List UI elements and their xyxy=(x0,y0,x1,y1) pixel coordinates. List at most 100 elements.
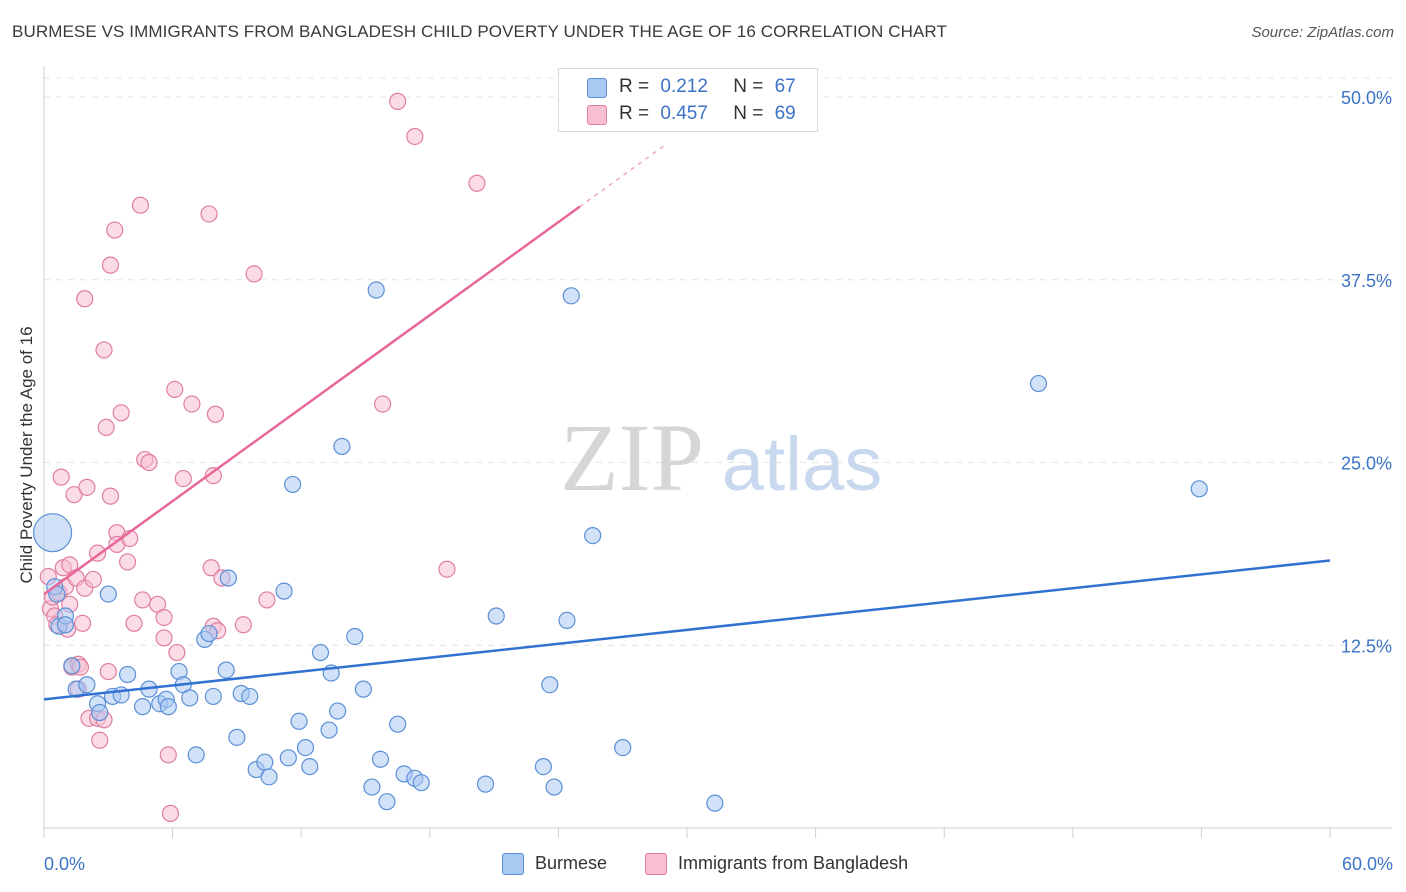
burmese-point xyxy=(311,643,330,662)
burmese-point xyxy=(78,676,96,694)
y-tick-label: 37.5% xyxy=(1341,271,1392,291)
burmese-point xyxy=(706,794,724,812)
bangladesh-point xyxy=(76,290,94,308)
bangladesh-point xyxy=(468,174,486,192)
legend-n-label: N = xyxy=(733,76,764,97)
burmese-point xyxy=(133,698,152,716)
bangladesh-point xyxy=(91,731,109,749)
y-tick-label: 12.5% xyxy=(1341,636,1392,656)
burmese-point xyxy=(562,287,580,305)
burmese-point xyxy=(219,569,237,587)
burmese-point xyxy=(1029,374,1048,393)
bangladesh-point xyxy=(166,380,184,398)
bangladesh-point xyxy=(161,804,180,822)
bangladesh-point xyxy=(106,221,124,239)
burmese-point xyxy=(367,281,385,299)
bangladesh-point xyxy=(133,591,152,609)
series-immigrants-bangladesh-points xyxy=(39,92,486,822)
legend-bottom-swatch-bangladesh xyxy=(645,853,667,875)
bangladesh-point xyxy=(101,256,120,274)
burmese-point xyxy=(63,657,81,675)
bangladesh-point xyxy=(204,467,222,485)
burmese-point xyxy=(301,757,319,776)
trend-lines xyxy=(43,144,1331,701)
bangladesh-point xyxy=(65,486,83,504)
series-burmese-points xyxy=(32,281,1208,812)
burmese-point xyxy=(228,728,246,746)
burmese-point xyxy=(320,721,338,739)
burmese-point xyxy=(389,715,407,733)
bangladesh-point xyxy=(84,570,102,589)
x-tick-label-min: 0.0% xyxy=(44,854,85,874)
bangladesh-point xyxy=(234,616,252,634)
bangladesh-point xyxy=(125,614,143,632)
burmese-point xyxy=(284,475,302,494)
legend-r-value: 0.457 xyxy=(660,103,708,124)
burmese-point xyxy=(541,676,559,694)
x-tick-label-max: 60.0% xyxy=(1342,854,1393,874)
burmese-point xyxy=(187,746,205,764)
bangladesh-point xyxy=(95,341,113,359)
chart-title: BURMESE VS IMMIGRANTS FROM BANGLADESH CH… xyxy=(12,22,947,41)
bangladesh-point xyxy=(406,127,424,146)
burmese-point xyxy=(279,749,297,767)
burmese-point xyxy=(159,698,177,716)
burmese-point xyxy=(476,775,495,793)
burmese-point xyxy=(275,582,293,600)
bangladesh-point xyxy=(374,395,392,413)
grid-lines xyxy=(44,77,1392,646)
legend-bottom-swatch-burmese xyxy=(502,853,524,875)
bangladesh-point xyxy=(101,487,120,505)
axes xyxy=(43,66,1392,838)
bangladesh-point xyxy=(183,395,201,413)
burmese-point xyxy=(558,611,576,629)
burmese-point xyxy=(614,738,632,757)
burmese-point xyxy=(346,627,364,646)
burmese-point xyxy=(378,793,396,811)
watermark-zip: ZIP xyxy=(560,404,704,511)
burmese-point xyxy=(584,526,602,545)
bangladesh-point xyxy=(52,468,70,486)
bangladesh-point xyxy=(131,196,150,214)
burmese-point xyxy=(217,661,235,679)
burmese-point xyxy=(32,513,73,553)
burmese-point xyxy=(200,624,218,643)
bangladesh-point xyxy=(245,265,263,283)
burmese-point xyxy=(260,768,278,786)
tick-labels: 12.5% 25.0% 37.5% 50.0% 0.0% 60.0% xyxy=(44,88,1393,874)
bangladesh-point xyxy=(99,662,117,681)
legend-swatch-bangladesh xyxy=(587,105,607,125)
chart-source: Source: ZipAtlas.com xyxy=(1251,24,1394,41)
legend-n-label: N = xyxy=(733,103,764,124)
burmese-point xyxy=(412,774,430,792)
watermark-atlas: atlas xyxy=(722,422,883,507)
y-tick-label: 50.0% xyxy=(1341,88,1392,108)
bangladesh-point xyxy=(202,559,220,577)
burmese-point xyxy=(363,778,381,796)
legend-stats: R = 0.212 N = 67 R = 0.457 N = 69 xyxy=(558,68,818,132)
burmese-point xyxy=(99,585,117,603)
legend-bottom-label-burmese: Burmese xyxy=(535,853,608,873)
bangladesh-point xyxy=(159,746,177,764)
trend-line-burmese xyxy=(43,559,1331,701)
burmese-point xyxy=(118,665,137,684)
bangladesh-point xyxy=(97,418,115,437)
legend-r-label: R = xyxy=(619,76,650,97)
bangladesh-point xyxy=(168,643,186,662)
bangladesh-point xyxy=(438,560,456,578)
bangladesh-point xyxy=(78,478,96,496)
burmese-point xyxy=(354,680,372,698)
bangladesh-point xyxy=(140,453,158,472)
burmese-point xyxy=(56,616,75,634)
burmese-point xyxy=(1190,480,1208,498)
bangladesh-point xyxy=(155,629,173,647)
burmese-point xyxy=(296,738,315,757)
burmese-point xyxy=(545,778,563,796)
burmese-point xyxy=(534,757,552,776)
bangladesh-point xyxy=(258,591,276,609)
trend-line-bangladesh-extension xyxy=(579,144,667,208)
burmese-point xyxy=(256,753,274,771)
legend-swatch-burmese xyxy=(587,78,607,98)
burmese-point xyxy=(333,437,351,456)
